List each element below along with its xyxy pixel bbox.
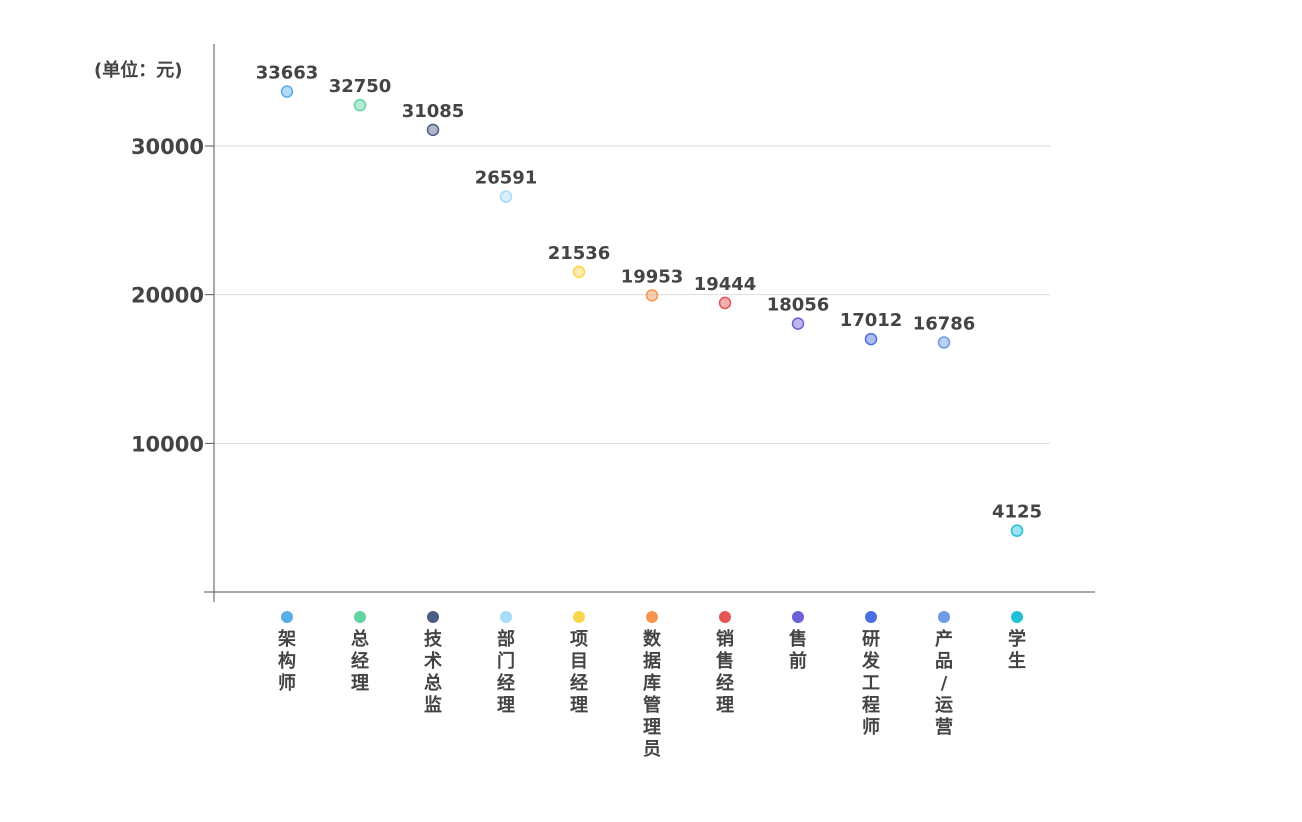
data-label: 4125: [992, 502, 1042, 523]
y-tick-label: 30000: [131, 135, 204, 159]
y-tick-labels: 10000 20000 30000: [131, 135, 204, 456]
data-label: 26591: [475, 168, 538, 189]
data-label: 16786: [913, 313, 976, 334]
category-label: 研发工程师: [861, 629, 881, 738]
data-label: 31085: [402, 101, 465, 122]
category-label: 销售经理: [716, 628, 734, 716]
data-point[interactable]: [1010, 524, 1024, 537]
data-point[interactable]: [499, 190, 513, 203]
legend-marker: [719, 611, 731, 623]
data-point[interactable]: [353, 98, 367, 112]
legend-marker: [573, 611, 585, 623]
data-point[interactable]: [937, 336, 951, 349]
data-label: 33663: [256, 63, 319, 84]
category-label: 数据库管理员: [643, 628, 662, 760]
legend-marker: [281, 611, 293, 623]
axes: [204, 44, 1095, 602]
data-point[interactable]: [718, 296, 732, 310]
legend-marker: [865, 611, 877, 623]
data-label: 18056: [767, 295, 830, 316]
category-label: 售前: [789, 628, 807, 672]
data-labels: 33663 32750 31085 26591 21536 19953 19444 18056…: [256, 63, 1042, 523]
category-legend: 架构师 总经理 技术总监 部门经理 项目经理 数据库管理员 销售经理 售前 研发工程师 产品/运营…: [278, 611, 1026, 760]
data-point[interactable]: [791, 317, 805, 330]
data-point[interactable]: [645, 289, 659, 302]
category-label: 学生: [1008, 628, 1026, 672]
data-label: 21536: [548, 243, 611, 264]
y-tick-label: 10000: [131, 432, 204, 456]
category-label: 部门经理: [497, 628, 515, 716]
unit-label: (单位：元): [94, 59, 182, 81]
data-label: 19444: [694, 274, 757, 295]
legend-marker: [427, 611, 439, 623]
data-label: 19953: [621, 266, 684, 287]
category-label: 技术总监: [424, 628, 443, 716]
unit-label-group: (单位：元): [94, 59, 182, 81]
y-tick-label: 20000: [131, 284, 204, 308]
legend-marker: [792, 611, 804, 623]
grid-lines: [214, 145, 1050, 444]
category-label: 总经理: [351, 628, 369, 694]
legend-marker: [500, 611, 512, 623]
category-label: 项目经理: [570, 629, 588, 716]
data-point[interactable]: [572, 265, 586, 279]
legend-marker: [354, 611, 366, 623]
data-label: 32750: [329, 76, 392, 97]
legend-marker: [938, 611, 950, 623]
category-label: 架构师: [278, 628, 296, 694]
category-label: 产品/运营: [935, 628, 953, 738]
legend-marker: [646, 611, 658, 623]
data-point[interactable]: [864, 332, 878, 346]
data-points: [280, 85, 1024, 537]
legend-marker: [1011, 611, 1023, 623]
data-label: 17012: [840, 310, 903, 331]
data-point[interactable]: [280, 85, 294, 98]
data-point[interactable]: [426, 123, 440, 137]
